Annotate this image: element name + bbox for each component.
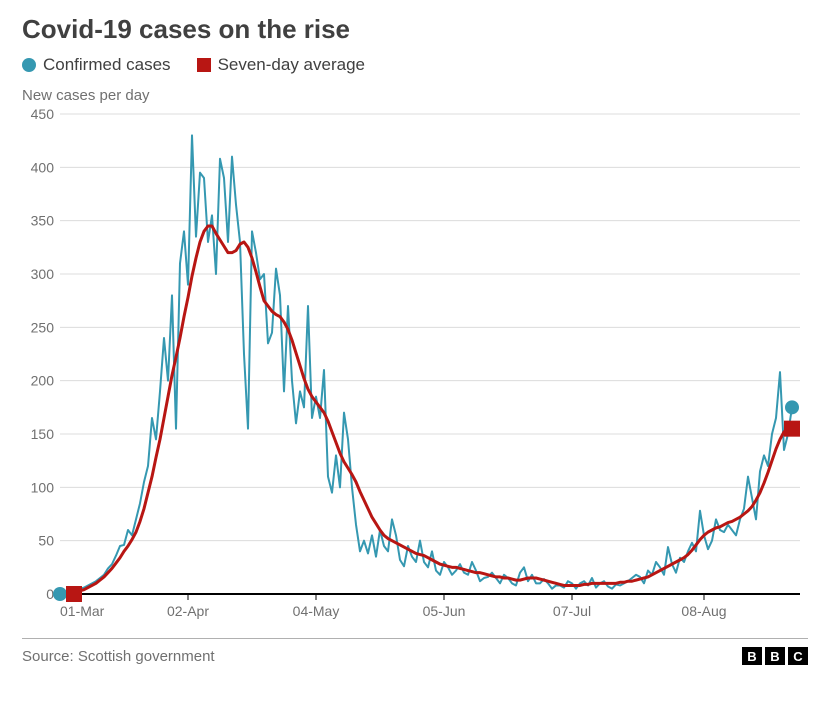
legend-marker-confirmed [22,58,36,72]
source-text: Source: Scottish government [22,648,215,665]
svg-text:05-Jun: 05-Jun [423,603,466,619]
svg-text:350: 350 [31,213,55,229]
legend-item-confirmed: Confirmed cases [22,55,171,75]
bbc-logo-b1: B [742,647,762,665]
svg-text:100: 100 [31,479,55,495]
svg-text:50: 50 [38,533,54,549]
svg-text:400: 400 [31,159,55,175]
plot-area: 05010015020025030035040045001-Mar02-Apr0… [22,108,808,628]
svg-text:300: 300 [31,266,55,282]
footer: Source: Scottish government B B C [22,647,808,665]
svg-text:450: 450 [31,108,55,122]
svg-text:150: 150 [31,426,55,442]
svg-text:200: 200 [31,373,55,389]
legend: Confirmed cases Seven-day average [22,55,808,75]
svg-text:04-May: 04-May [293,603,340,619]
svg-text:250: 250 [31,319,55,335]
bbc-logo: B B C [742,647,808,665]
chart-figure: Covid-19 cases on the rise Confirmed cas… [0,0,830,703]
chart-title: Covid-19 cases on the rise [22,14,808,45]
svg-text:02-Apr: 02-Apr [167,603,209,619]
y-axis-title: New cases per day [22,87,808,104]
svg-text:08-Aug: 08-Aug [681,603,726,619]
plot-svg: 05010015020025030035040045001-Mar02-Apr0… [22,108,808,628]
legend-label-confirmed: Confirmed cases [43,55,171,75]
bbc-logo-c: C [788,647,808,665]
bbc-logo-b2: B [765,647,785,665]
svg-text:07-Jul: 07-Jul [553,603,591,619]
legend-label-average: Seven-day average [218,55,365,75]
svg-text:01-Mar: 01-Mar [60,603,105,619]
legend-item-average: Seven-day average [197,55,365,75]
footer-rule [22,638,808,639]
legend-marker-average [197,58,211,72]
